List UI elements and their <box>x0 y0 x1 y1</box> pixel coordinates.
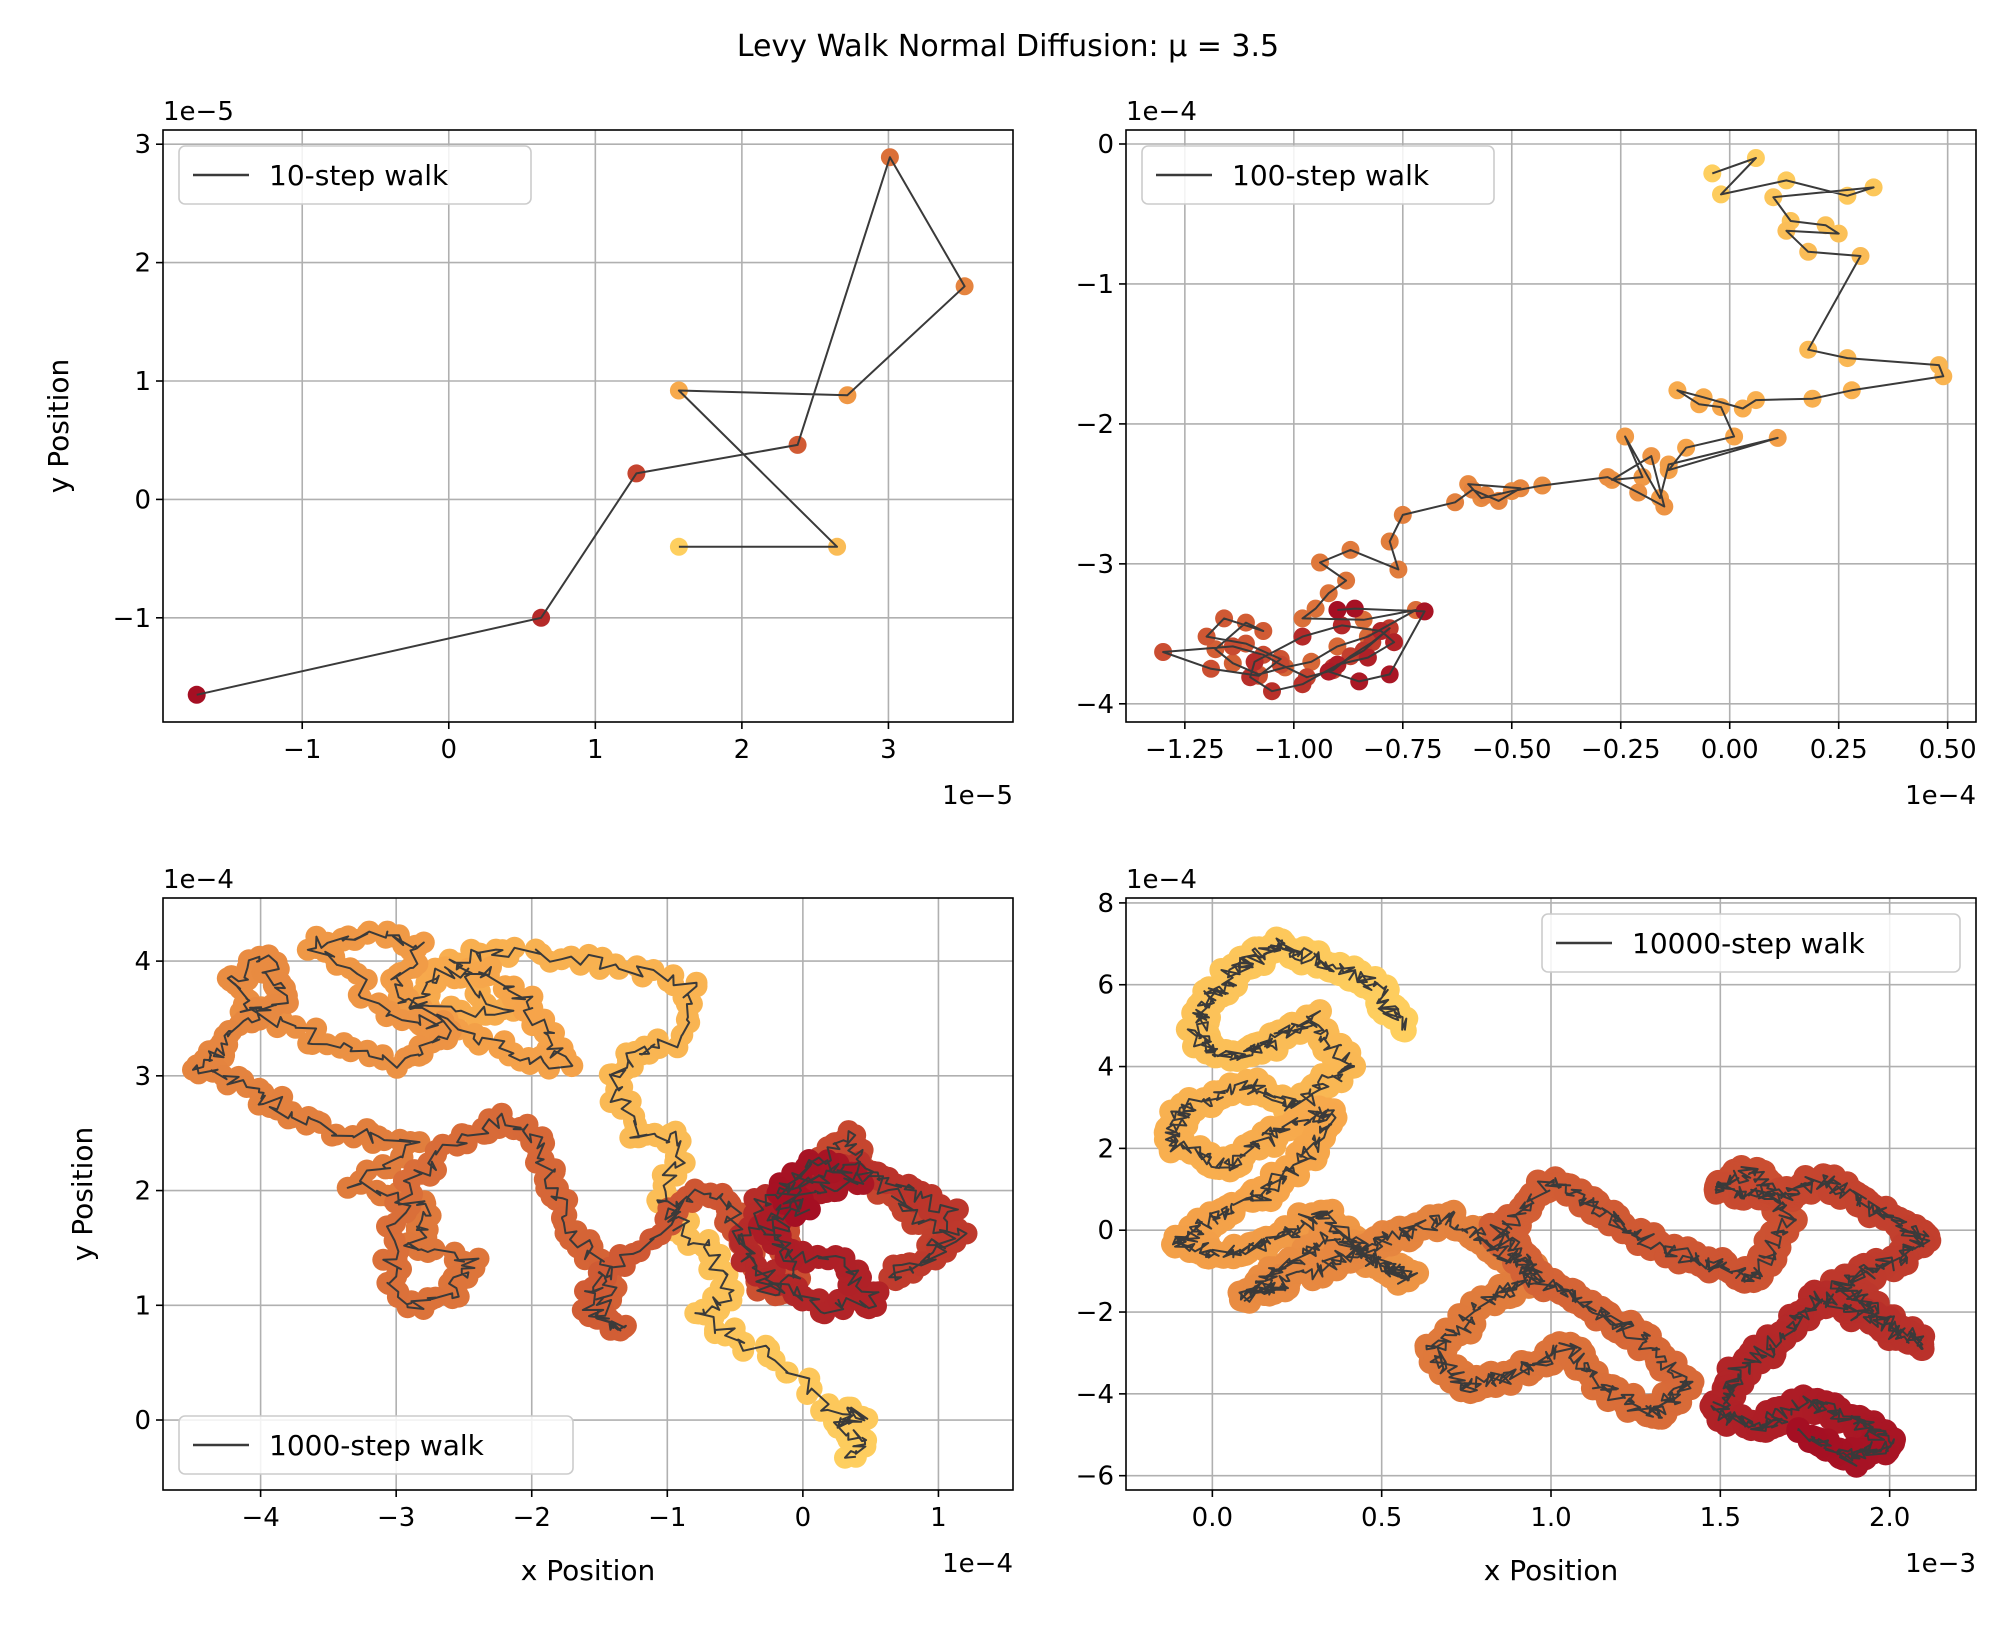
y-tick-label: −4 <box>1076 690 1114 720</box>
legend-label: 100-step walk <box>1232 159 1430 192</box>
y-tick-label: 6 <box>1097 971 1114 1001</box>
axes-container: −1 0 1 2 3 −1 0 1 2 3 1e−5 1e−5 y Position 10-step wa… <box>42 97 1977 1587</box>
x-tick-label: 1.5 <box>1700 1503 1741 1533</box>
y-tick-label: 0 <box>134 485 151 515</box>
x-tick-label: 0.0 <box>1192 1503 1233 1533</box>
axes-frame <box>162 897 1014 1491</box>
y-tick-label: 4 <box>1097 1053 1114 1083</box>
y-tick-label: −4 <box>1076 1380 1114 1410</box>
legend: 10-step walk <box>178 145 532 205</box>
legend-label: 10-step walk <box>269 159 449 192</box>
y-tick-label: −6 <box>1076 1462 1114 1492</box>
y-tick-label: 2 <box>134 1177 151 1207</box>
y-tick-label: 3 <box>134 130 151 160</box>
y-axis-label: y Position <box>42 359 75 494</box>
x-tick-label: −1.25 <box>1145 735 1225 765</box>
x-tick-label: −0.25 <box>1581 735 1661 765</box>
figure-title: Levy Walk Normal Diffusion: μ = 3.5 <box>737 29 1279 64</box>
x-axis-label: x Position <box>521 1554 656 1587</box>
subplot-1: −1 0 1 2 3 −1 0 1 2 3 1e−5 1e−5 y Position 10-step wa… <box>42 97 1014 811</box>
y-offset-label: 1e−4 <box>1126 97 1197 127</box>
y-axis-label: y Position <box>66 1127 99 1262</box>
axes-frame <box>162 129 1014 723</box>
legend-label: 1000-step walk <box>269 1429 485 1462</box>
subplot-4: 0.0 0.5 1.0 1.5 2.0 −6 −4 −2 0 2 4 6 8 1e−4 1e−3 x Posi… <box>1076 865 1977 1587</box>
legend: 1000-step walk <box>178 1415 574 1475</box>
x-axis-label: x Position <box>1484 1554 1619 1587</box>
subplot-3: −4 −3 −2 −1 0 1 0 1 2 3 4 1e−4 1e−4 x Position y Posit… <box>66 865 1014 1587</box>
x-tick-label: 0.5 <box>1361 1503 1402 1533</box>
x-tick-label: 2 <box>734 735 751 765</box>
x-tick-label: −3 <box>377 1503 415 1533</box>
x-tick-label: 3 <box>880 735 897 765</box>
grid <box>163 130 1013 722</box>
plot-area <box>1153 926 1942 1478</box>
walk-line <box>1162 157 1945 693</box>
x-tick-label: −1 <box>648 1503 686 1533</box>
x-tick-label: 1 <box>930 1503 947 1533</box>
x-tick-label: 0.50 <box>1919 735 1977 765</box>
y-offset-label: 1e−4 <box>163 865 234 895</box>
x-tick-label: −2 <box>513 1503 551 1533</box>
y-tick-label: 1 <box>134 1291 151 1321</box>
x-tick-label: −1.00 <box>1254 735 1334 765</box>
y-offset-label: 1e−5 <box>163 97 234 127</box>
y-tick-label: 3 <box>134 1062 151 1092</box>
legend-box <box>1141 145 1495 205</box>
y-tick-label: 0 <box>134 1406 151 1436</box>
x-tick-label: 1 <box>587 735 604 765</box>
y-tick-label: −2 <box>1076 410 1114 440</box>
x-offset-label: 1e−3 <box>1905 1549 1976 1579</box>
legend-box <box>178 1415 574 1475</box>
x-tick-label: 2.0 <box>1869 1503 1910 1533</box>
x-tick-label: 0 <box>795 1503 812 1533</box>
x-tick-label: −4 <box>241 1503 279 1533</box>
y-tick-label: 0 <box>1097 130 1114 160</box>
y-tick-label: −1 <box>1076 270 1114 300</box>
x-offset-label: 1e−4 <box>942 1549 1013 1579</box>
walk-line <box>192 930 968 1459</box>
y-tick-label: 4 <box>134 947 151 977</box>
x-tick-label: −0.50 <box>1472 735 1552 765</box>
x-tick-label: 0 <box>441 735 458 765</box>
y-tick-label: 2 <box>1097 1134 1114 1164</box>
plot-area <box>182 920 978 1469</box>
y-offset-label: 1e−4 <box>1126 865 1197 895</box>
x-tick-label: −1 <box>283 735 321 765</box>
legend: 100-step walk <box>1141 145 1495 205</box>
x-offset-label: 1e−4 <box>1905 781 1976 811</box>
plot-area <box>187 148 974 704</box>
x-tick-label: 0.25 <box>1810 735 1868 765</box>
walk-line <box>196 156 966 696</box>
y-tick-label: 1 <box>134 367 151 397</box>
axes-frame <box>1125 129 1977 723</box>
x-tick-label: 1.0 <box>1530 1503 1571 1533</box>
subplot-2: −1.25 −1.00 −0.75 −0.50 −0.25 0.00 0.25 0.50 0 −1… <box>1076 97 1977 811</box>
y-tick-label: 0 <box>1097 1216 1114 1246</box>
legend: 10000-step walk <box>1541 913 1961 973</box>
legend-box <box>178 145 532 205</box>
x-tick-label: −0.75 <box>1363 735 1443 765</box>
x-tick-label: 0.00 <box>1701 735 1759 765</box>
plot-area <box>1154 149 1953 701</box>
x-offset-label: 1e−5 <box>942 781 1013 811</box>
y-tick-label: −1 <box>113 604 151 634</box>
legend-label: 10000-step walk <box>1632 927 1865 960</box>
y-tick-label: −2 <box>1076 1298 1114 1328</box>
y-tick-label: −3 <box>1076 550 1114 580</box>
y-tick-label: 2 <box>134 249 151 279</box>
y-tick-label: 8 <box>1097 889 1114 919</box>
